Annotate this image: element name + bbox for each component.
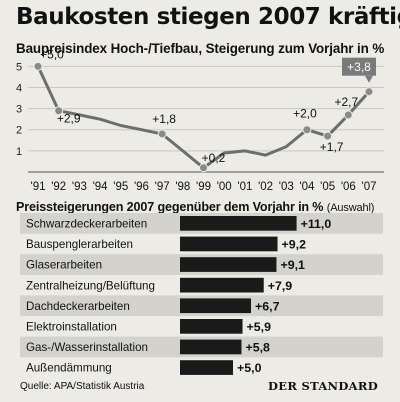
x-tick-label: '03: [279, 181, 294, 193]
bar-value-label: +5,8: [245, 341, 270, 355]
bar-category-label: Schwarzdeckerarbeiten: [26, 218, 147, 231]
highlight-callout: [342, 57, 376, 76]
bar: [180, 236, 278, 252]
bar-category-label: Gas-/Wasserinstallation: [26, 341, 148, 354]
bar-category-label: Glaserarbeiten: [26, 259, 102, 272]
y-tick-label: 4: [16, 82, 22, 94]
x-tick-label: '93: [72, 181, 87, 193]
data-point: [157, 129, 167, 139]
bar-value-label: +9,2: [282, 238, 307, 252]
data-label: +2,7: [334, 95, 358, 109]
bar: [180, 298, 252, 314]
bar-chart-title-main: Preissteigerungen 2007 gegenüber dem Vor…: [16, 200, 324, 214]
x-tick-label: '97: [155, 181, 170, 193]
x-tick-label: '98: [175, 181, 190, 193]
data-label: +5,0: [40, 47, 64, 61]
bar: [180, 216, 297, 231]
bar-value-label: +5,0: [237, 361, 262, 375]
bar-chart-title: Preissteigerungen 2007 gegenüber dem Vor…: [16, 200, 374, 214]
x-tick-label: '07: [362, 181, 377, 193]
x-tick-label: '94: [93, 181, 109, 193]
bar-category-label: Elektroinstallation: [26, 321, 117, 334]
bar-value-label: +7,9: [268, 279, 293, 293]
data-point: [54, 106, 64, 116]
bar: [180, 339, 242, 355]
source-note: Quelle: APA/Statistik Austria: [20, 381, 145, 392]
x-tick-label: '92: [51, 181, 66, 193]
data-point: [323, 131, 333, 141]
data-point: [343, 110, 353, 120]
bar-value-label: +6,7: [255, 299, 280, 313]
bar: [180, 319, 243, 334]
page-title: Baukosten stiegen 2007 kräftig: [16, 4, 400, 30]
data-point: [364, 87, 374, 97]
y-tick-label: 3: [16, 104, 22, 116]
data-point: [33, 61, 43, 71]
data-label: +2,0: [293, 107, 317, 121]
x-tick-label: '01: [237, 181, 252, 193]
bar-category-label: Bauspenglerarbeiten: [26, 238, 133, 251]
data-label: +0,2: [202, 151, 226, 165]
bar: [180, 360, 233, 375]
x-tick-label: '06: [341, 181, 356, 193]
y-tick-label: 5: [16, 61, 22, 73]
data-label: +1,8: [152, 112, 176, 126]
data-point: [199, 163, 208, 173]
bar-category-label: Außendämmung: [26, 362, 112, 375]
bar-category-label: Zentralheizung/Belüftung: [26, 279, 155, 292]
x-tick-label: '00: [217, 181, 232, 193]
highlight-callout-pointer: [365, 75, 373, 83]
y-tick-label: 1: [16, 146, 22, 158]
data-label: +2,9: [57, 112, 81, 126]
bar-value-label: +5,9: [247, 320, 272, 334]
data-label: +3,8: [347, 60, 371, 74]
bar-category-label: Dachdeckerarbeiten: [26, 300, 130, 313]
publisher-logo: DER STANDARD: [268, 379, 378, 393]
x-tick-label: '91: [31, 181, 46, 193]
x-tick-label: '96: [134, 181, 149, 193]
bar: [180, 257, 277, 272]
bar-value-label: +9,1: [280, 258, 305, 272]
x-tick-label: '05: [320, 181, 335, 193]
x-tick-label: '95: [113, 181, 128, 193]
bar-chart-title-note: (Auswahl): [326, 202, 375, 214]
bar: [180, 277, 264, 293]
y-tick-label: 2: [16, 125, 22, 137]
data-point: [302, 125, 312, 135]
x-tick-label: '04: [299, 181, 315, 193]
line-chart-title: Baupreisindex Hoch-/Tiefbau, Steigerung …: [16, 41, 385, 56]
x-tick-label: '99: [196, 181, 211, 193]
data-label: +1,7: [320, 140, 344, 154]
x-tick-label: '02: [258, 181, 273, 193]
bar-value-label: +11,0: [301, 217, 332, 231]
